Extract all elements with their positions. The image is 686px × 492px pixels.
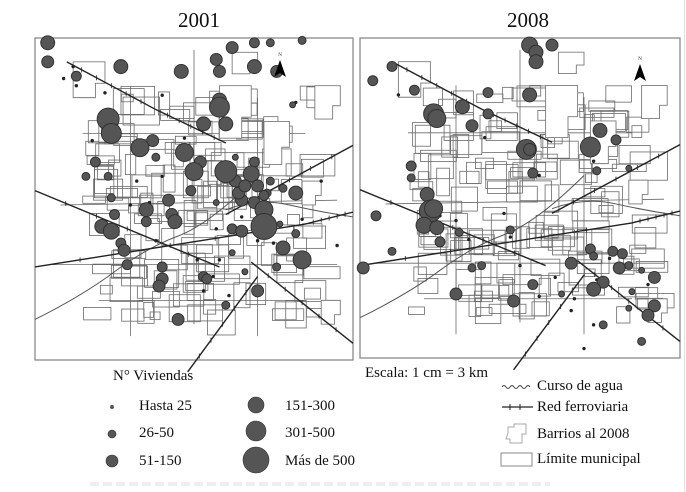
legend-label-curso-de-agua: Curso de agua [537, 378, 623, 394]
municipal-boundary [34, 37, 354, 361]
legend-title: N° Viviendas [113, 368, 194, 384]
legend-circle-301-500 [245, 420, 267, 442]
boundary-rectangle-icon [500, 452, 533, 467]
neighborhood-polygon-icon [505, 423, 527, 444]
railway-line-icon [502, 404, 533, 410]
municipal-boundary [359, 37, 681, 359]
neighborhood-polygons [397, 51, 668, 323]
svg-text:N: N [278, 53, 282, 58]
page-edge-rule [684, 0, 685, 492]
legend-line-symbols [500, 385, 533, 467]
wavy-line-icon [501, 385, 531, 389]
housing-points-small [61, 64, 339, 298]
north-arrow-icon: N [274, 53, 286, 77]
map-layers [34, 35, 354, 373]
legend-symbols-right [242, 396, 270, 474]
legend-circle-26-50 [107, 429, 117, 439]
legend-label-barrios-2008: Barrios al 2008 [537, 426, 630, 442]
legend-label-51-150: 51-150 [139, 453, 182, 469]
north-arrow-icon: N [634, 57, 646, 81]
legend-circle-151-300 [247, 396, 265, 414]
legend-label-hasta-25: Hasta 25 [139, 398, 192, 414]
legend-circle-mas-de-500 [242, 446, 270, 474]
housing-proportional-circles [40, 35, 312, 326]
legend-circle-51-150 [105, 454, 119, 468]
legend-label-151-300: 151-300 [285, 398, 335, 414]
legend-label-301-500: 301-500 [285, 425, 335, 441]
map-title-2008: 2008 [507, 8, 549, 32]
map-scale: Escala: 1 cm = 3 km [365, 365, 489, 381]
map-title-2001: 2001 [178, 8, 220, 32]
legend-label-limite-municipal: Límite municipal [537, 451, 641, 467]
legend-label-mas-de-500: Más de 500 [285, 453, 355, 469]
legend-circle-hasta-25 [110, 405, 114, 409]
legend-label-26-50: 26-50 [139, 425, 174, 441]
legend-symbols-left [105, 405, 119, 468]
cropped-caption [90, 482, 550, 486]
map-layers [356, 36, 681, 371]
legend-label-red-ferroviaria: Red ferroviaria [537, 399, 629, 415]
svg-text:N: N [638, 57, 642, 62]
housing-proportional-circles [356, 36, 661, 346]
